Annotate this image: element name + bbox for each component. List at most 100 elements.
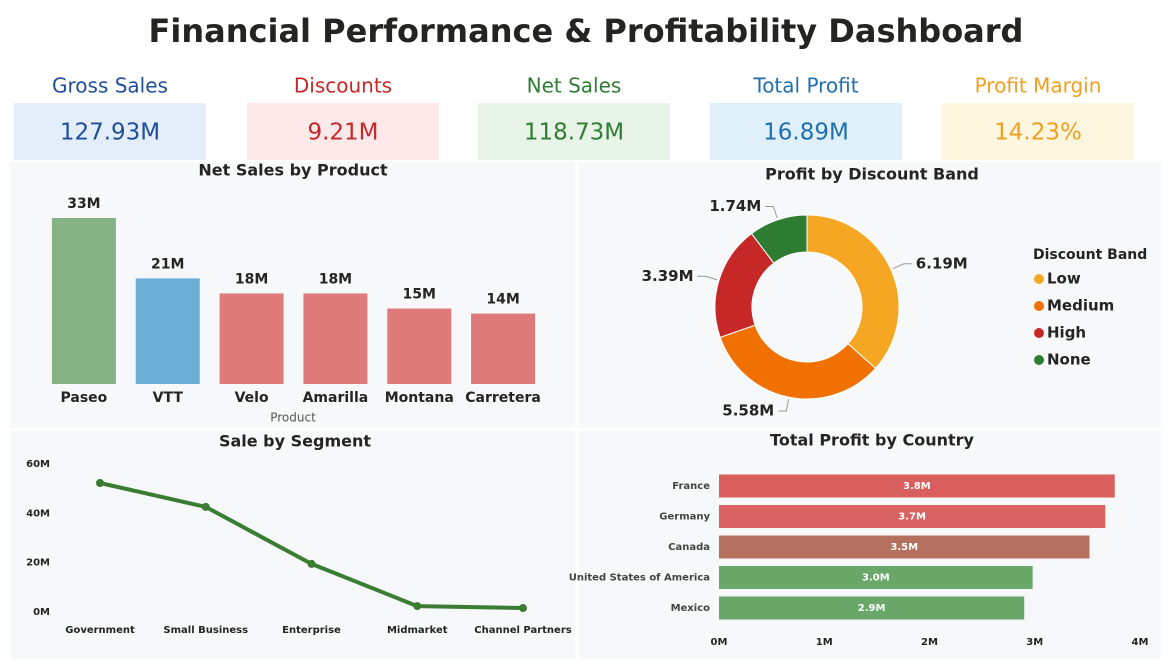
kpi-value: 118.73M: [524, 120, 624, 146]
chart-title: Total Profit by Country: [770, 431, 974, 450]
page-title: Financial Performance & Profitability Da…: [149, 12, 1024, 50]
data-label: 5.58M: [722, 401, 774, 419]
kpi-label: Net Sales: [527, 74, 622, 98]
data-label: 6.19M: [916, 254, 968, 272]
leader-line: [765, 205, 778, 219]
slice: [719, 324, 877, 400]
x-tick-label: Carretera: [465, 390, 541, 406]
legend-marker: [1034, 355, 1044, 365]
x-tick-label: Channel Partners: [474, 625, 571, 636]
data-label: 3.8M: [903, 481, 931, 492]
leader-line: [778, 399, 790, 412]
leader-line: [697, 275, 718, 281]
x-tick-label: 0M: [711, 637, 728, 648]
kpi-card: [942, 60, 1134, 103]
legend-marker: [1034, 328, 1044, 338]
legend-label: High: [1047, 324, 1086, 342]
x-tick-label: Enterprise: [282, 625, 341, 636]
kpi-label: Total Profit: [752, 74, 858, 98]
point: [413, 602, 422, 611]
kpi-value-area: [14, 103, 206, 160]
kpi-card: [14, 60, 206, 103]
bar: [719, 474, 1115, 498]
data-label: 3.5M: [890, 542, 918, 553]
kpi-label: Gross Sales: [52, 74, 168, 98]
x-tick-label: 1M: [816, 637, 833, 648]
data-label: 3.0M: [862, 573, 890, 584]
kpi-value: 127.93M: [60, 120, 160, 146]
leader-line: [892, 263, 912, 270]
kpi-label: Profit Margin: [975, 74, 1102, 98]
y-tick-label: Germany: [659, 512, 710, 523]
x-tick-label: Amarilla: [303, 390, 369, 406]
legend-title: Discount Band: [1033, 247, 1147, 263]
chart-title: Profit by Discount Band: [765, 165, 979, 184]
bar: [219, 293, 284, 384]
x-axis-label: Product: [270, 411, 316, 425]
slice: [750, 214, 808, 264]
legend-marker: [1034, 274, 1044, 284]
kpi-value: 16.89M: [763, 120, 849, 146]
legend-marker: [1034, 301, 1044, 311]
kpi-value: 14.23%: [994, 120, 1082, 146]
x-tick-label: Paseo: [61, 390, 108, 406]
bar: [719, 596, 1025, 620]
slice: [806, 214, 900, 370]
data-label: 14M: [486, 292, 519, 308]
x-tick-label: 4M: [1132, 637, 1149, 648]
kpi-value-area: [247, 103, 439, 160]
kpi-value-area: [942, 103, 1134, 160]
data-label: 15M: [403, 287, 436, 303]
x-tick-label: Velo: [235, 390, 269, 406]
bar: [471, 313, 536, 384]
kpi-card: [710, 60, 902, 103]
data-label: 33M: [67, 196, 100, 212]
bar: [135, 278, 200, 384]
y-tick-label: 40M: [26, 508, 50, 519]
y-tick-label: 0M: [33, 607, 50, 618]
x-tick-label: Government: [65, 625, 135, 636]
bar: [719, 505, 1106, 528]
point: [307, 559, 316, 568]
data-label: 2.9M: [858, 603, 886, 614]
kpi-value-area: [478, 103, 670, 160]
x-tick-label: 3M: [1026, 637, 1043, 648]
y-tick-label: Mexico: [671, 603, 711, 614]
data-label: 3.7M: [898, 512, 926, 523]
kpi-value: 9.21M: [307, 120, 378, 146]
bar: [387, 308, 452, 384]
x-tick-label: Montana: [385, 390, 454, 406]
kpi-value-area: [710, 103, 902, 160]
legend-label: Low: [1047, 270, 1081, 288]
data-label: 18M: [319, 271, 352, 287]
bar: [51, 218, 116, 384]
chart-title: Net Sales by Product: [198, 161, 388, 180]
legend-label: None: [1047, 351, 1091, 369]
kpi-card: [247, 60, 439, 103]
x-tick-label: Small Business: [163, 625, 248, 636]
y-tick-label: 60M: [26, 459, 50, 470]
point: [519, 604, 527, 613]
y-tick-label: France: [672, 481, 710, 492]
y-tick-label: 20M: [26, 558, 50, 569]
kpi-card: [478, 60, 670, 103]
data-label: 18M: [235, 271, 268, 287]
bar: [719, 535, 1090, 559]
x-tick-label: VTT: [153, 390, 184, 406]
chart-title: Sale by Segment: [219, 432, 371, 451]
data-label: 1.74M: [709, 197, 761, 215]
bar: [303, 293, 368, 384]
y-tick-label: United States of America: [569, 573, 710, 584]
y-tick-label: Canada: [668, 542, 710, 553]
x-tick-label: Midmarket: [387, 625, 448, 636]
x-tick-label: 2M: [921, 637, 938, 648]
kpi-label: Discounts: [294, 74, 392, 98]
data-label: 3.39M: [642, 267, 694, 285]
data-label: 21M: [151, 256, 184, 272]
point: [96, 478, 104, 487]
bar: [719, 566, 1033, 589]
panel: [10, 431, 575, 659]
point: [201, 502, 210, 511]
